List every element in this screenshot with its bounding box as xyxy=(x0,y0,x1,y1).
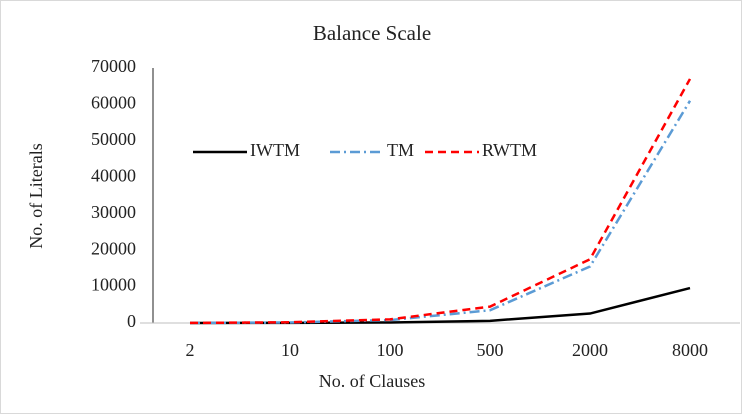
x-tick-label: 500 xyxy=(477,340,504,360)
legend-label: TM xyxy=(387,140,414,160)
chart-title: Balance Scale xyxy=(313,21,431,45)
x-tick-label: 2 xyxy=(186,340,195,360)
y-tick-label: 60000 xyxy=(91,93,136,113)
y-axis-title: No. of Literals xyxy=(26,143,46,248)
legend-label: IWTM xyxy=(250,140,300,160)
y-tick-label: 50000 xyxy=(91,129,136,149)
series-line xyxy=(189,78,692,325)
y-tick-label: 0 xyxy=(127,311,136,331)
x-tick-label: 10 xyxy=(281,340,299,360)
x-tick-label: 2000 xyxy=(572,340,608,360)
y-tick-label: 30000 xyxy=(91,202,136,222)
legend-label: RWTM xyxy=(482,140,537,160)
x-axis-title: No. of Clauses xyxy=(319,371,426,391)
y-tick-label: 20000 xyxy=(91,238,136,258)
y-tick-label: 40000 xyxy=(91,165,136,185)
x-tick-label: 8000 xyxy=(672,340,708,360)
y-tick-label: 70000 xyxy=(91,56,136,76)
x-tick-label: 100 xyxy=(377,340,404,360)
y-tick-label: 10000 xyxy=(91,275,136,295)
